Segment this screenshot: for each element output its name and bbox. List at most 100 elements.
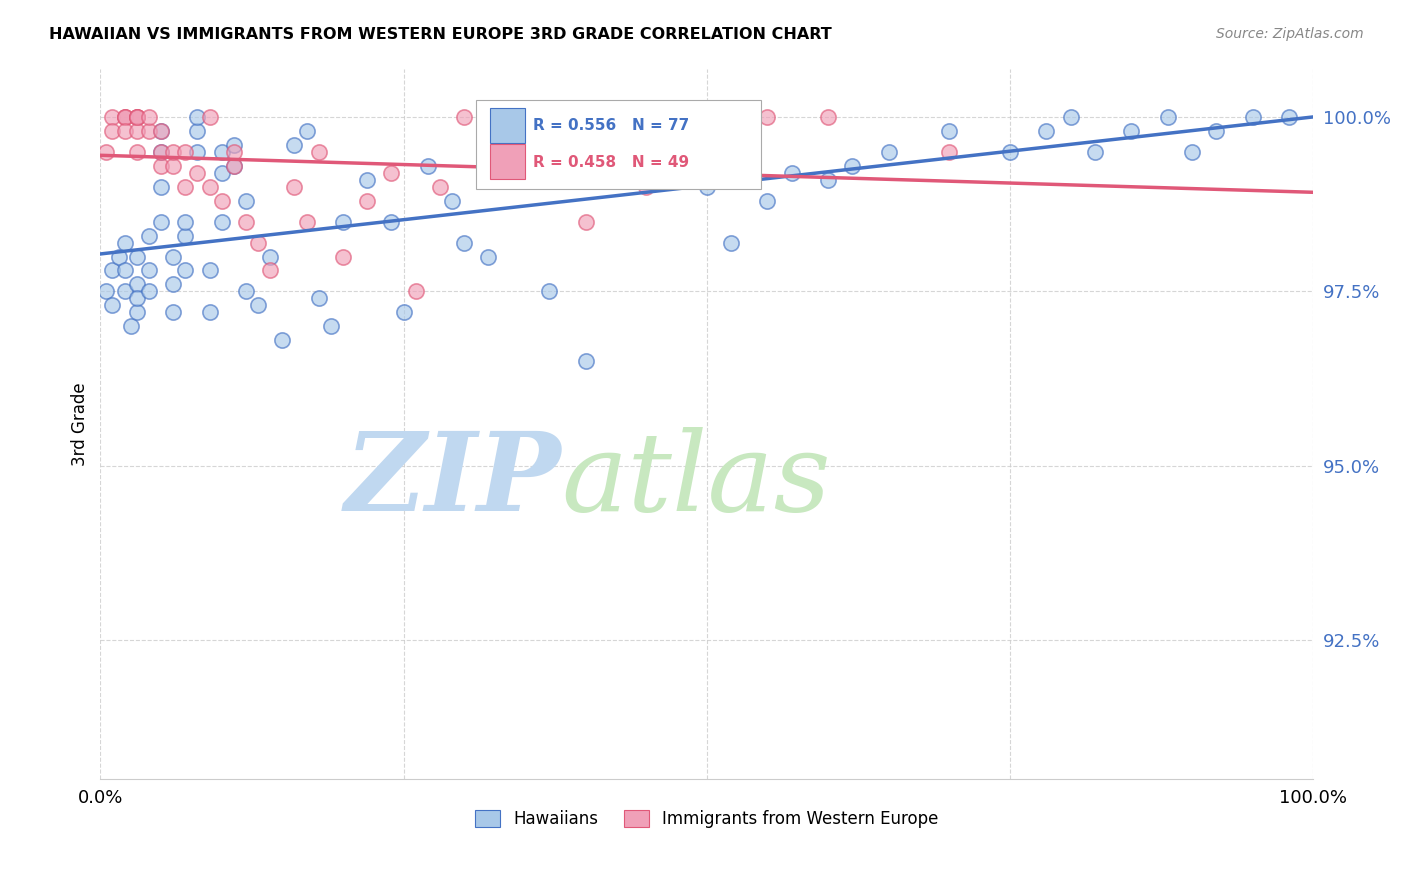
Text: ZIP: ZIP	[344, 426, 561, 534]
Point	[186, 145, 208, 160]
Point	[247, 298, 270, 312]
Point	[356, 194, 378, 208]
Point	[513, 145, 536, 160]
Point	[162, 159, 184, 173]
Point	[150, 145, 173, 160]
Point	[125, 291, 148, 305]
Text: HAWAIIAN VS IMMIGRANTS FROM WESTERN EUROPE 3RD GRADE CORRELATION CHART: HAWAIIAN VS IMMIGRANTS FROM WESTERN EURO…	[49, 27, 832, 42]
Point	[308, 145, 330, 160]
Point	[780, 166, 803, 180]
Point	[332, 250, 354, 264]
Point	[283, 180, 305, 194]
FancyBboxPatch shape	[477, 101, 762, 189]
Point	[696, 180, 718, 194]
Point	[186, 166, 208, 180]
Text: R = 0.556   N = 77: R = 0.556 N = 77	[533, 118, 689, 133]
Point	[222, 159, 245, 173]
Point	[1241, 110, 1264, 124]
Point	[125, 145, 148, 160]
Point	[125, 305, 148, 319]
Point	[477, 159, 499, 173]
Point	[150, 145, 173, 160]
Point	[186, 110, 208, 124]
Point	[1157, 110, 1180, 124]
Point	[96, 145, 118, 160]
Point	[319, 319, 342, 334]
Point	[150, 124, 173, 138]
Point	[817, 110, 839, 124]
Point	[162, 250, 184, 264]
Point	[271, 333, 294, 347]
Point	[1278, 110, 1301, 124]
Point	[405, 285, 427, 299]
Point	[636, 180, 658, 194]
Point	[574, 354, 596, 368]
Point	[211, 194, 233, 208]
Point	[538, 285, 561, 299]
Point	[101, 124, 124, 138]
Point	[222, 138, 245, 153]
Point	[174, 263, 197, 277]
Point	[198, 180, 221, 194]
Point	[938, 145, 960, 160]
Point	[1121, 124, 1143, 138]
Point	[235, 285, 257, 299]
Point	[235, 215, 257, 229]
FancyBboxPatch shape	[489, 108, 524, 143]
Point	[380, 215, 402, 229]
Legend: Hawaiians, Immigrants from Western Europe: Hawaiians, Immigrants from Western Europ…	[468, 803, 945, 835]
Point	[259, 250, 281, 264]
Point	[150, 159, 173, 173]
Point	[125, 250, 148, 264]
Point	[477, 250, 499, 264]
Point	[114, 110, 136, 124]
Point	[696, 145, 718, 160]
Point	[125, 277, 148, 292]
Point	[1084, 145, 1107, 160]
Point	[211, 215, 233, 229]
Point	[186, 124, 208, 138]
Point	[1205, 124, 1227, 138]
Point	[647, 145, 669, 160]
Point	[162, 305, 184, 319]
Point	[938, 124, 960, 138]
Point	[114, 235, 136, 250]
Point	[623, 124, 645, 138]
Point	[259, 263, 281, 277]
Point	[211, 145, 233, 160]
Point	[720, 235, 742, 250]
Point	[671, 166, 693, 180]
Y-axis label: 3rd Grade: 3rd Grade	[72, 382, 89, 466]
Point	[1181, 145, 1204, 160]
Point	[235, 194, 257, 208]
Point	[513, 145, 536, 160]
Point	[138, 285, 160, 299]
Point	[247, 235, 270, 250]
Point	[1060, 110, 1083, 124]
Point	[107, 250, 129, 264]
FancyBboxPatch shape	[489, 144, 524, 178]
Point	[380, 166, 402, 180]
Point	[599, 159, 621, 173]
Point	[283, 138, 305, 153]
Point	[817, 173, 839, 187]
Point	[162, 145, 184, 160]
Point	[150, 215, 173, 229]
Point	[101, 298, 124, 312]
Point	[96, 285, 118, 299]
Point	[756, 194, 779, 208]
Point	[125, 124, 148, 138]
Point	[756, 110, 779, 124]
Point	[120, 319, 142, 334]
Point	[392, 305, 415, 319]
Point	[1035, 124, 1057, 138]
Point	[101, 110, 124, 124]
Point	[429, 180, 451, 194]
Point	[114, 110, 136, 124]
Point	[101, 263, 124, 277]
Point	[174, 180, 197, 194]
Point	[998, 145, 1021, 160]
Point	[174, 215, 197, 229]
Text: atlas: atlas	[561, 426, 831, 534]
Text: R = 0.458   N = 49: R = 0.458 N = 49	[533, 155, 689, 169]
